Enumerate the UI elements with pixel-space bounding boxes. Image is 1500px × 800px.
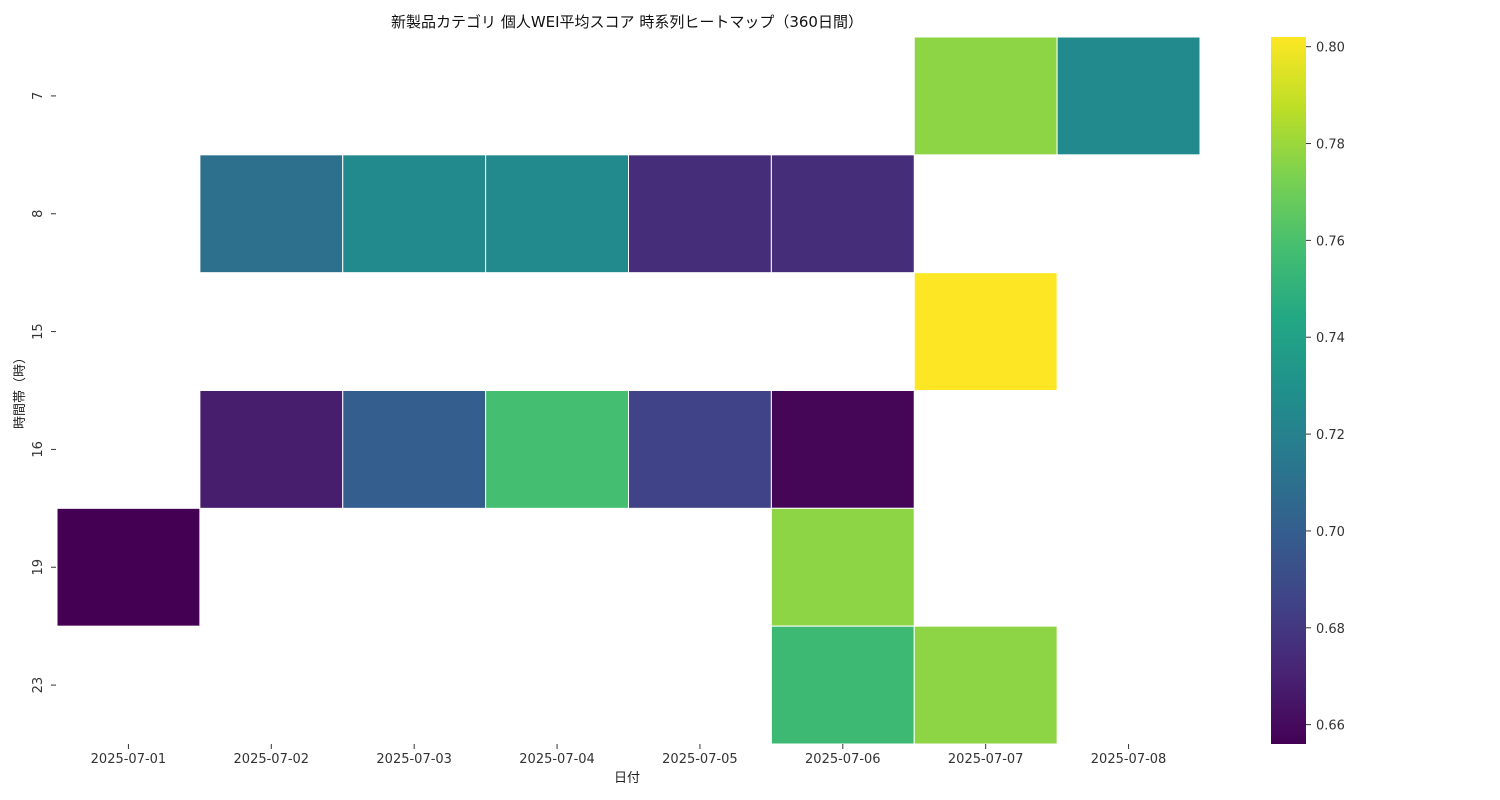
heatmap-cell (770, 390, 915, 509)
y-tick-label: 8 (31, 210, 46, 218)
heatmap-cell (628, 390, 772, 509)
heatmap-cell (913, 625, 1058, 745)
y-axis-ticks: 7 8 15 16 19 23 (31, 92, 56, 694)
x-tick-label: 2025-07-05 (662, 752, 738, 767)
heatmap-cell (342, 154, 487, 274)
y-tick-label: 7 (31, 92, 46, 100)
heatmap-cell (56, 507, 201, 627)
y-tick-label: 19 (31, 559, 46, 576)
y-tick-label: 23 (31, 677, 46, 694)
heatmap-cells (56, 36, 1201, 745)
heatmap-cell (485, 154, 629, 274)
x-tick-label: 2025-07-08 (1091, 752, 1167, 767)
heatmap-cell (913, 272, 1058, 391)
heatmap-cell (770, 625, 915, 745)
colorbar (1271, 37, 1306, 744)
chart-title: 新製品カテゴリ 個人WEI平均スコア 時系列ヒートマップ（360日間） (391, 13, 863, 31)
colorbar-tick-label: 0.66 (1316, 719, 1345, 734)
heatmap-cell (485, 390, 629, 509)
heatmap-cell (1056, 36, 1201, 156)
x-tick-label: 2025-07-06 (805, 752, 881, 767)
colorbar-tick-label: 0.78 (1316, 138, 1345, 153)
colorbar-tick-label: 0.72 (1316, 428, 1345, 443)
colorbar-tick-label: 0.70 (1316, 525, 1345, 540)
heatmap-cell (199, 390, 344, 509)
heatmap-cell (770, 507, 915, 627)
colorbar-tick-label: 0.76 (1316, 234, 1345, 249)
colorbar-tick-label: 0.68 (1316, 622, 1345, 637)
colorbar-tick-label: 0.74 (1316, 331, 1345, 346)
x-axis-ticks: 2025-07-01 2025-07-02 2025-07-03 2025-07-04… (91, 744, 1167, 767)
x-tick-label: 2025-07-03 (376, 752, 452, 767)
y-tick-label: 16 (31, 441, 46, 458)
heatmap-cell (913, 36, 1058, 156)
x-tick-label: 2025-07-07 (948, 752, 1024, 767)
x-tick-label: 2025-07-02 (234, 752, 310, 767)
heatmap-cell (770, 154, 915, 274)
colorbar-tick-label: 0.80 (1316, 41, 1345, 56)
colorbar-ticks: 0.66 0.68 0.70 0.72 0.74 0.76 0.78 0.80 (1306, 41, 1345, 734)
y-tick-label: 15 (31, 323, 46, 340)
x-tick-label: 2025-07-04 (519, 752, 595, 767)
heatmap-cell (342, 390, 487, 509)
y-axis-label: 時間帯（時） (13, 351, 28, 429)
heatmap-cell (199, 154, 344, 274)
heatmap-cell (628, 154, 772, 274)
x-tick-label: 2025-07-01 (91, 752, 167, 767)
x-axis-label: 日付 (614, 771, 640, 786)
